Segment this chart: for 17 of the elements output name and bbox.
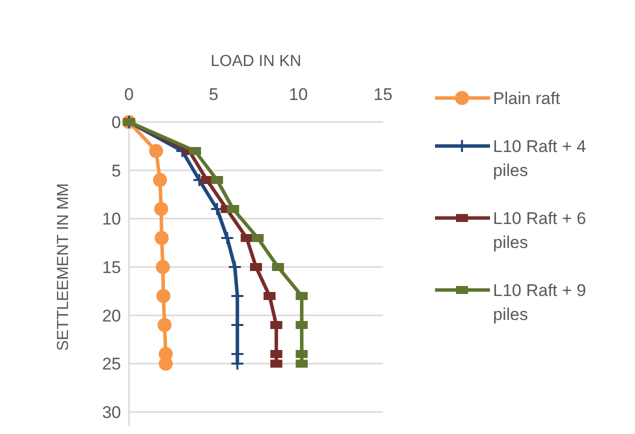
x-tick-label: 5 <box>208 85 218 104</box>
x-axis-title: LOAD IN KN <box>210 53 302 70</box>
y-axis-title: SETTLEEMENT IN MM <box>55 183 72 351</box>
y-tick-label: 5 <box>112 161 121 180</box>
legend-label: Plain raft <box>493 89 560 108</box>
y-tick-label: 10 <box>102 210 121 229</box>
x-tick-label: 10 <box>288 85 308 104</box>
x-tick-label: 0 <box>124 85 134 104</box>
y-tick-label: 0 <box>112 113 121 132</box>
y-tick-label: 30 <box>102 403 121 422</box>
y-tick-label: 25 <box>102 354 121 374</box>
legend-label: L10 Raft + 9 piles <box>493 281 586 324</box>
y-tick-label: 20 <box>102 306 121 326</box>
legend-label: L10 Raft + 6 piles <box>493 209 586 252</box>
legend-label: L10 Raft + 4 piles <box>493 137 586 180</box>
x-tick-label: 15 <box>374 85 392 104</box>
y-tick-label: 15 <box>102 258 121 277</box>
